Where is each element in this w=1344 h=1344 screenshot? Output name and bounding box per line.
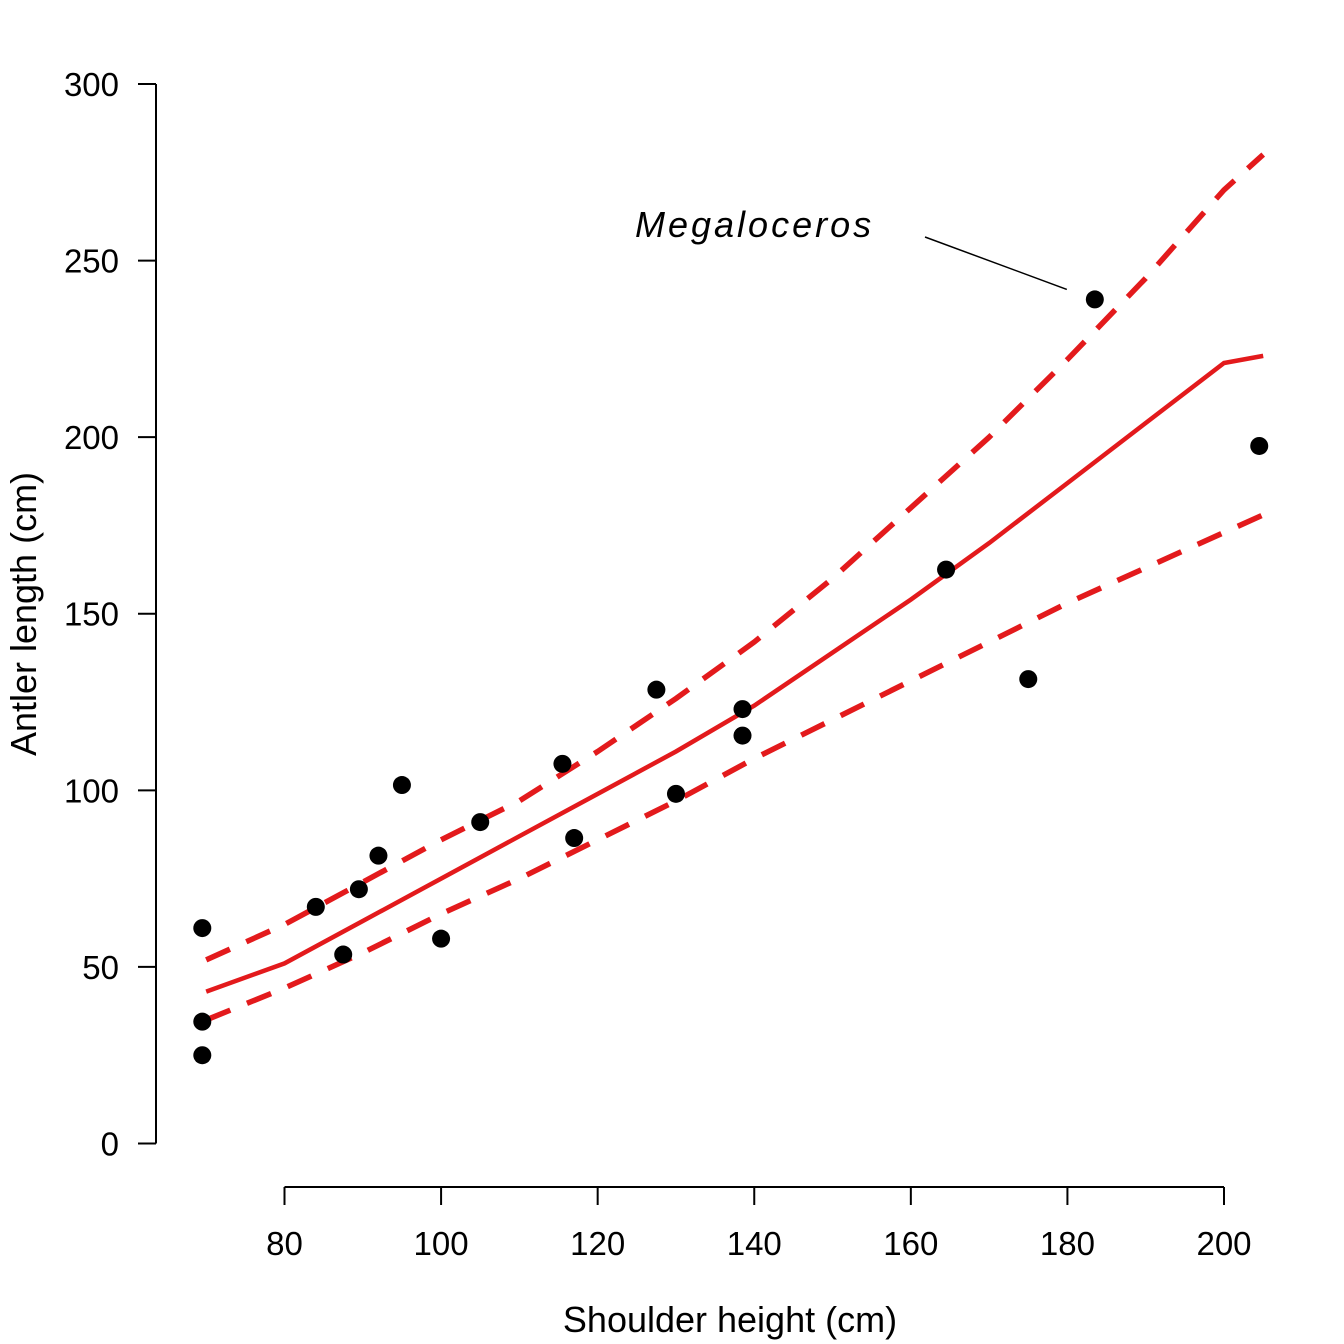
y-tick-label: 300 <box>64 66 119 103</box>
data-point <box>193 919 212 938</box>
data-point <box>937 560 956 579</box>
data-point <box>471 813 490 832</box>
data-point <box>1250 436 1269 455</box>
data-point <box>392 776 411 795</box>
data-point <box>647 680 666 699</box>
data-point <box>193 1046 212 1065</box>
lower-confidence-line <box>205 512 1265 1023</box>
data-point <box>733 700 752 719</box>
upper-confidence-line <box>205 152 1266 963</box>
data-point <box>1085 290 1104 309</box>
annotation-layer: Megaloceros <box>635 204 1068 291</box>
y-tick-label: 150 <box>64 596 119 633</box>
data-point <box>565 829 584 848</box>
data-point <box>733 726 752 745</box>
data-point <box>432 929 451 948</box>
data-point <box>349 880 368 899</box>
megaloceros-label: Megaloceros <box>635 204 874 245</box>
y-axis-title: Antler length (cm) <box>3 472 44 756</box>
data-point <box>193 1012 212 1031</box>
y-tick-label: 100 <box>64 772 119 809</box>
y-axis: 0 50 100 150 200 250 300 <box>64 66 157 1163</box>
x-tick-label: 160 <box>883 1225 938 1262</box>
series-layer <box>205 152 1266 1023</box>
y-tick-label: 50 <box>82 949 119 986</box>
x-tick-label: 120 <box>570 1225 625 1262</box>
data-point <box>334 945 353 964</box>
y-tick-label: 250 <box>64 243 119 280</box>
data-point <box>1019 670 1038 689</box>
x-tick-label: 100 <box>414 1225 469 1262</box>
annotation-leader-line <box>924 236 1068 291</box>
x-axis: 80 100 120 140 160 180 200 <box>266 1186 1252 1262</box>
data-point <box>369 846 388 865</box>
data-point <box>553 754 572 773</box>
x-tick-label: 180 <box>1040 1225 1095 1262</box>
fit-line <box>205 353 1264 994</box>
x-tick-label: 80 <box>266 1225 303 1262</box>
points-layer <box>193 290 1269 1065</box>
x-axis-title: Shoulder height (cm) <box>563 1299 897 1340</box>
data-point <box>666 784 685 803</box>
y-tick-label: 0 <box>101 1126 119 1163</box>
y-tick-label: 200 <box>64 419 119 456</box>
data-point <box>306 897 325 916</box>
x-tick-label: 200 <box>1196 1225 1251 1262</box>
x-tick-label: 140 <box>727 1225 782 1262</box>
